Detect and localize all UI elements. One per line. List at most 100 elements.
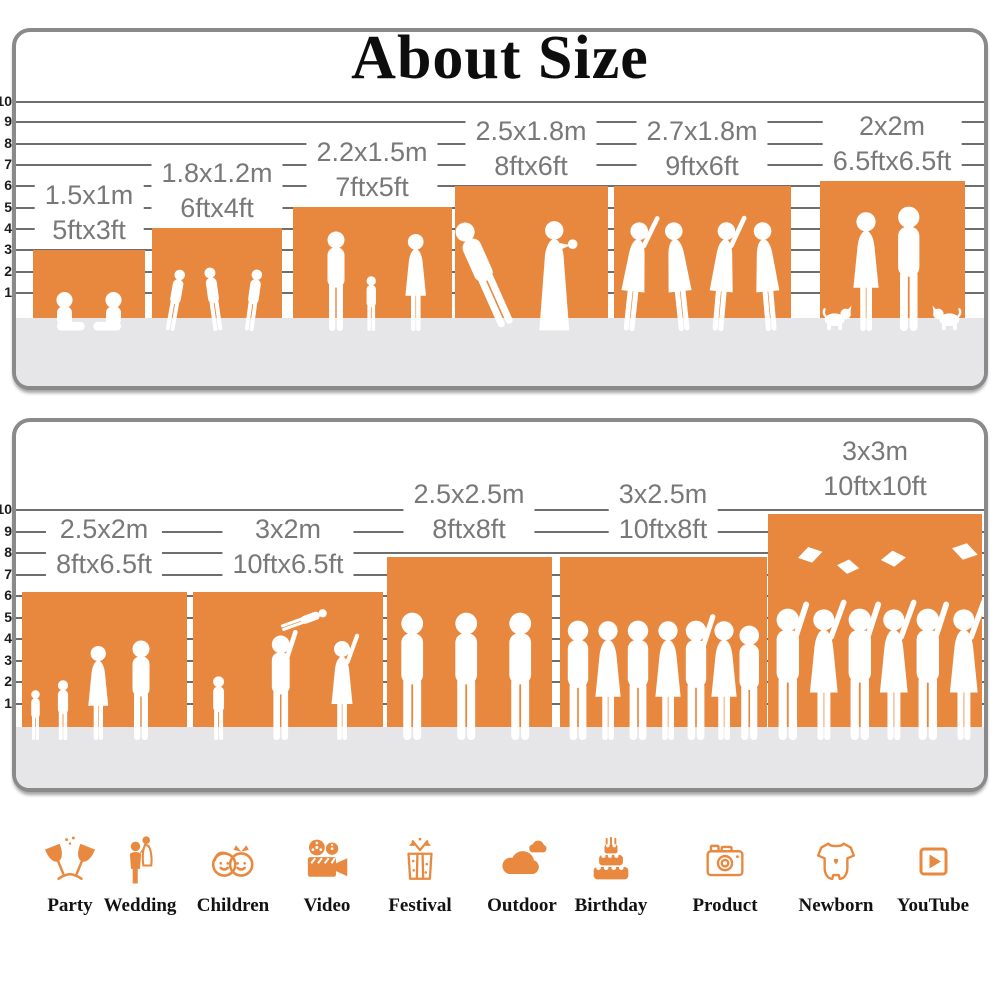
size-metric: 1.5x1m <box>44 180 134 210</box>
category-label: Product <box>692 895 758 916</box>
scale-tick: 4 <box>4 630 12 646</box>
size-metric: 3x3m <box>841 436 909 466</box>
category-newborn: Newborn <box>771 832 901 917</box>
size-imperial: 9ftx6ft <box>665 151 739 181</box>
scale-tick: 8 <box>4 134 12 151</box>
size-label: 2.5x2.5m 8ftx8ft <box>403 477 535 547</box>
size-label: 2.2x1.5m 7ftx5ft <box>306 135 438 205</box>
scale-tick: 3 <box>4 241 12 257</box>
dancing-women-silhouette <box>614 186 783 331</box>
wedding-couple-icon <box>129 836 153 884</box>
scale-tick: 2 <box>4 673 12 689</box>
scale-tick: 8 <box>4 544 12 560</box>
size-bar <box>560 557 767 740</box>
size-bar <box>387 557 552 740</box>
size-bar <box>768 514 982 727</box>
scale-tick: 4 <box>4 220 12 236</box>
category-label: Newborn <box>798 895 874 916</box>
category-youtube: YouTube <box>868 832 998 917</box>
size-bar <box>22 592 187 740</box>
scale-tick: 10 <box>0 501 12 517</box>
category-label: Party <box>47 895 93 916</box>
size-metric: 3x2m <box>254 514 322 544</box>
scale-tick: 5 <box>4 608 12 625</box>
size-label: 2.7x1.8m 9ftx6ft <box>636 114 768 184</box>
size-label: 2.5x2m 8ftx6.5ft <box>45 512 163 582</box>
size-imperial: 10ftx8ft <box>618 514 708 544</box>
gridline <box>16 100 984 103</box>
couple-with-dogs-silhouette <box>822 206 962 331</box>
size-bar <box>293 207 452 331</box>
movie-camera-icon <box>307 839 348 877</box>
size-label: 3x3m 10ftx10ft <box>813 434 937 504</box>
scale-tick: 7 <box>4 156 12 172</box>
category-birthday: Birthday <box>546 832 676 917</box>
size-metric: 2.2x1.5m <box>316 137 428 167</box>
size-imperial: 10ftx10ft <box>823 471 927 501</box>
size-panel-lower: 10 9 8 7 6 5 4 3 2 1 <box>0 418 988 792</box>
scale-tick: 10 <box>0 92 12 109</box>
birthday-cake-icon <box>593 836 629 880</box>
size-imperial: 8ftx6ft <box>494 151 568 181</box>
category-label: Wedding <box>103 895 177 916</box>
size-bar <box>33 250 145 331</box>
size-bar <box>820 181 965 331</box>
category-festival: Festival <box>355 832 485 917</box>
scale-tick: 3 <box>4 651 12 668</box>
size-metric: 2.7x1.8m <box>646 116 758 146</box>
category-product: Product <box>660 832 790 917</box>
category-party: Party <box>5 832 135 917</box>
size-metric: 2x2m <box>858 111 926 141</box>
size-imperial: 7ftx5ft <box>335 172 409 202</box>
page-title: About Size <box>351 24 649 92</box>
category-label: Outdoor <box>487 895 557 916</box>
baby-onesie-icon <box>816 842 856 881</box>
size-metric: 2.5x2m <box>59 514 149 544</box>
size-imperial: 5ftx3ft <box>52 215 126 245</box>
size-imperial: 6ftx4ft <box>180 193 254 223</box>
kids-reading-silhouette <box>56 292 122 331</box>
scale-tick: 1 <box>4 284 12 300</box>
size-imperial: 8ftx8ft <box>432 514 506 544</box>
size-metric: 2.5x1.8m <box>475 116 587 146</box>
wedding-couple-silhouette <box>455 219 578 331</box>
scale-tick: 5 <box>4 198 12 215</box>
category-label: Video <box>303 895 351 916</box>
category-label: Children <box>196 895 270 916</box>
graduation-crowd-silhouette <box>768 540 982 740</box>
size-imperial: 10ftx6.5ft <box>232 549 344 579</box>
size-label: 3x2m 10ftx6.5ft <box>222 512 354 582</box>
photo-camera-icon <box>706 844 744 877</box>
category-label: YouTube <box>896 895 970 916</box>
category-label: Birthday <box>574 895 648 916</box>
three-men-silhouette <box>401 612 532 740</box>
party-glasses-icon <box>44 836 96 881</box>
scale-tick: 7 <box>4 565 12 582</box>
size-bar <box>614 186 791 331</box>
size-label: 1.8x1.2m 6ftx4ft <box>151 156 283 226</box>
kids-running-silhouette <box>164 266 263 331</box>
size-bar <box>455 186 608 331</box>
size-label: 2.5x1.8m 8ftx6ft <box>465 114 597 184</box>
category-children: Children <box>168 832 298 917</box>
category-wedding: Wedding <box>75 832 205 917</box>
lifting-child-silhouette <box>213 608 383 740</box>
size-metric: 1.8x1.2m <box>161 158 273 188</box>
size-bar <box>152 228 282 331</box>
scale-tick: 1 <box>4 694 12 711</box>
category-video: Video <box>262 832 392 917</box>
size-metric: 2.5x2.5m <box>413 479 525 509</box>
size-label: 3x2.5m 10ftx8ft <box>608 477 718 547</box>
gift-box-icon <box>407 837 433 880</box>
scale-tick: 6 <box>4 587 12 603</box>
group-silhouette <box>567 557 760 740</box>
category-outdoor: Outdoor <box>457 832 587 917</box>
clouds-icon <box>502 840 547 875</box>
family-silhouette <box>327 231 426 331</box>
size-imperial: 8ftx6.5ft <box>55 549 153 579</box>
size-imperial: 6.5ftx6.5ft <box>832 146 952 176</box>
scale-tick: 9 <box>4 113 12 129</box>
family-of-four-silhouette <box>31 640 150 740</box>
scale-tick: 2 <box>4 262 12 279</box>
play-button-icon <box>919 847 948 876</box>
